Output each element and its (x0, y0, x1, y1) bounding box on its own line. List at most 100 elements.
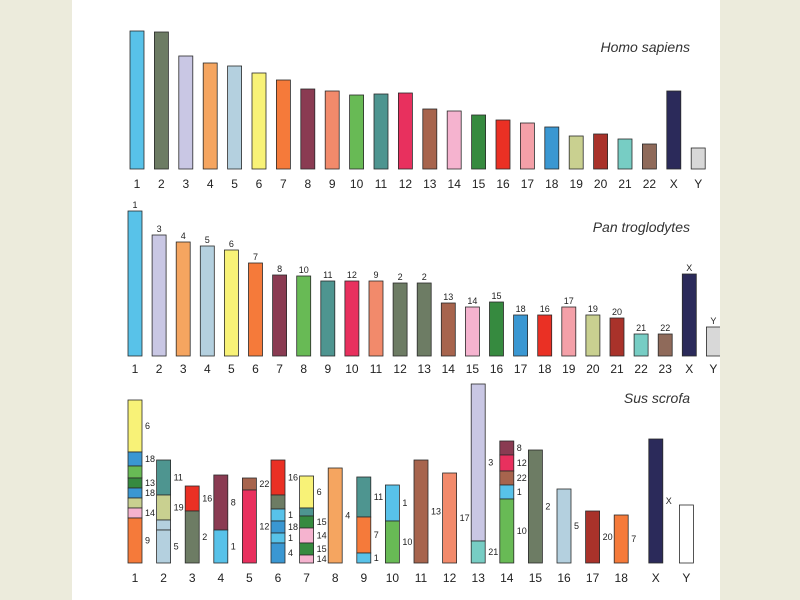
chromosome-10: 1 10 10 (384, 484, 412, 585)
chromosome-X: X (666, 90, 682, 191)
segment-label: 20 (603, 532, 613, 542)
chromosome-label: Y (709, 362, 717, 376)
chromosome-label: 15 (472, 177, 486, 191)
chromosome-segment (585, 510, 600, 564)
chromosome-8: 8 (300, 88, 316, 191)
chromosome-segment (499, 454, 515, 472)
chromosome-label: 9 (360, 571, 367, 585)
chromosome-10: 12 10 (344, 270, 360, 376)
chromosome-label: Y (694, 177, 702, 191)
chromosome-label: 4 (207, 177, 214, 191)
chromosome-segment (270, 494, 286, 510)
chromosome-13: 3 21 13 (470, 383, 498, 585)
chromosome-label: 13 (423, 177, 437, 191)
chromosome-label: 9 (324, 362, 331, 376)
chromosome-bar (642, 143, 657, 170)
chromosome-21: 21 (617, 138, 633, 191)
chromosome-bar (464, 306, 480, 357)
segment-label: 7 (631, 534, 636, 544)
chromosome-segment (156, 459, 171, 496)
chromosome-segment (270, 532, 286, 544)
chromosome-segment (213, 529, 229, 564)
chromosome-bar (495, 119, 511, 170)
chromosome-segment (499, 470, 515, 486)
chromosome-segment (213, 474, 229, 531)
chromosome-bar (300, 88, 316, 170)
chromosome-label: 12 (393, 362, 407, 376)
segment-label: 5 (174, 542, 179, 552)
chromosome-bar (349, 94, 365, 170)
chromosome-label: 3 (182, 177, 189, 191)
chromosome-segment (156, 494, 171, 521)
chromosome-label: 5 (228, 362, 235, 376)
homolog-label: Y (710, 316, 716, 326)
chromosome-17: 17 (519, 122, 535, 191)
chromosome-label: X (670, 177, 678, 191)
chromosome-14: 13 14 (440, 292, 456, 376)
chromosome-8: 48 (327, 467, 350, 585)
homolog-label: X (686, 263, 692, 273)
chromosome-bar (416, 282, 432, 357)
chromosome-segment (470, 540, 486, 564)
chromosome-segment (127, 465, 143, 479)
segment-label: 11 (374, 492, 383, 502)
chromosome-label: 7 (303, 571, 310, 585)
chromosome-Y: YY (706, 316, 720, 376)
chromosome-18: 18 (544, 126, 560, 191)
chromosome-label: 21 (618, 177, 632, 191)
chromosome-label: 3 (180, 362, 187, 376)
chromosome-label: 15 (466, 362, 480, 376)
segment-label: 8 (517, 443, 522, 453)
chromosome-bar (471, 114, 487, 170)
chromosome-bar (585, 314, 601, 357)
homolog-label: 3 (157, 224, 162, 234)
chromosome-6: 6 (251, 72, 267, 191)
chromosome-segment (299, 475, 315, 509)
homolog-label: 11 (323, 270, 332, 280)
chromosome-label: 13 (472, 571, 486, 585)
chromosome-12: 12 (397, 92, 413, 191)
segment-label: 11 (174, 473, 183, 483)
chromosome-label: 1 (134, 177, 141, 191)
chromosome-segment (156, 519, 171, 531)
segment-label: 21 (488, 547, 498, 557)
chromosome-label: 7 (280, 177, 287, 191)
chromosome-bar (561, 306, 577, 357)
chromosome-7: 87 (272, 264, 288, 376)
chromosome-bar (617, 138, 633, 170)
segment-label: 9 (145, 536, 150, 546)
chromosome-segment (499, 440, 515, 456)
chromosome-segment (241, 477, 257, 491)
chromosome-segment (613, 514, 629, 564)
segment-label: 14 (145, 508, 155, 518)
chromosome-8: 10 8 (296, 265, 312, 376)
segment-label: 10 (517, 526, 527, 536)
chromosome-22: 21 22 (633, 323, 649, 376)
chromosome-bar (519, 122, 535, 170)
chromosome-segment (270, 459, 286, 496)
chromosome-label: 16 (496, 177, 510, 191)
segment-label: 15 (317, 544, 327, 554)
chromosome-label: 18 (545, 177, 559, 191)
chromosome-bar (154, 31, 169, 170)
segment-label: 13 (431, 507, 441, 517)
chromosome-bar (227, 65, 243, 170)
chromosome-5: 65 (223, 239, 239, 376)
chromosome-bar (537, 314, 553, 357)
chromosome-segment (299, 507, 315, 517)
chromosome-1: 1 (129, 30, 145, 191)
chromosome-18: 7 18 (613, 514, 636, 585)
segment-label: 6 (317, 487, 322, 497)
chromosome-label: 15 (529, 571, 543, 585)
chromosome-segment (679, 504, 694, 564)
chromosome-bar (199, 245, 215, 357)
chromosome-label: 20 (594, 177, 608, 191)
segment-label: 12 (259, 522, 269, 532)
segment-label: 1 (288, 510, 293, 520)
homolog-label: 21 (636, 323, 646, 333)
chromosome-segment (299, 554, 315, 564)
chromosome-9: 11 9 (320, 270, 336, 376)
chromosome-14: 14 (446, 110, 462, 191)
chromosome-label: 17 (586, 571, 600, 585)
